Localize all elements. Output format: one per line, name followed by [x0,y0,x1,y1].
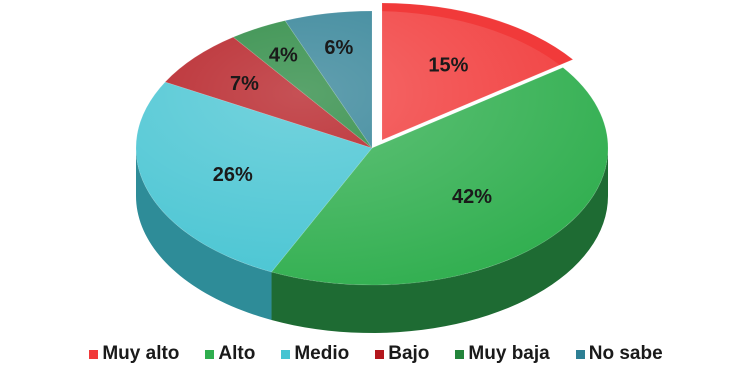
legend-swatch-medio [281,349,291,359]
legend-swatch-muy-baja [455,349,465,359]
pie-data-labels: 15% 42% 26% 7% 4% 6% [213,37,492,208]
data-label-no-sabe: 6% [324,37,353,59]
legend-label-no-sabe: No sabe [588,343,663,364]
pie-side-alto [271,148,608,333]
legend: Muy alto Alto Medio Bajo Muy baja No sabe [0,343,752,365]
legend-label-bajo: Bajo [388,343,430,364]
legend-swatch-no-sabe [575,349,585,359]
data-label-muy-baja: 4% [269,44,298,66]
legend-label-alto: Alto [218,343,256,364]
legend-swatch-alto [205,349,215,359]
legend-label-muy-baja: Muy baja [468,343,550,364]
legend-label-medio: Medio [294,343,350,364]
legend-swatch-muy-alto [89,349,99,359]
data-label-muy-alto: 15% [428,54,468,76]
pie-slices [135,2,609,286]
data-label-medio: 26% [213,164,253,186]
data-label-bajo: 7% [230,73,259,95]
legend-item-muy-baja: Muy baja [455,343,550,365]
legend-label-muy-alto: Muy alto [102,343,180,364]
legend-item-muy-alto: Muy alto [89,343,179,365]
legend-swatch-bajo [375,349,385,359]
legend-item-no-sabe: No sabe [575,343,663,365]
legend-item-bajo: Bajo [375,343,429,365]
legend-item-medio: Medio [281,343,349,365]
legend-item-alto: Alto [205,343,255,365]
data-label-alto: 42% [452,186,492,208]
